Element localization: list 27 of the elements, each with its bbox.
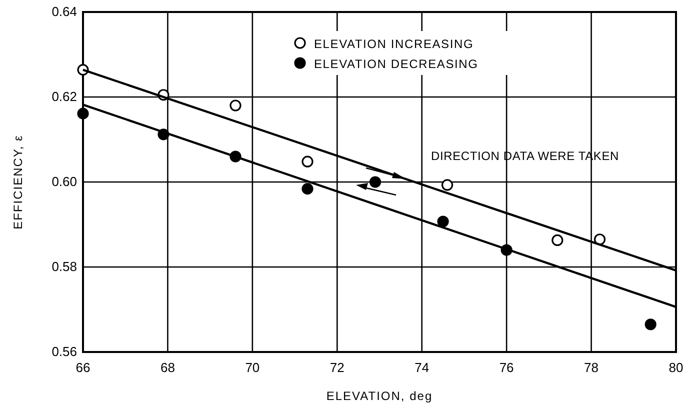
point [441,179,454,191]
point [594,234,606,246]
point [369,176,382,188]
x-tick-label: 66 [76,360,90,375]
point [230,100,242,112]
y-tick-label: 0.64 [52,4,77,19]
legend-label: ELEVATION DECREASING [314,57,478,71]
x-tick-label: 72 [330,360,344,375]
point [77,108,89,120]
y-tick-label: 0.62 [52,89,77,104]
legend-label: ELEVATION INCREASING [314,37,474,51]
y-tick-label: 0.58 [52,259,77,274]
point [644,318,656,330]
point [302,183,314,195]
y-axis-title: EFFICIENCY, ε [11,134,25,230]
y-tick-label: 0.56 [52,344,77,359]
point [437,216,449,228]
x-tick-label: 68 [160,360,175,375]
x-tick-label: 70 [245,360,260,375]
y-tick-label: 0.60 [52,174,77,189]
x-tick-label: 78 [584,360,599,375]
x-tick-label: 80 [668,360,684,375]
point [302,156,314,168]
x-tick-label: 76 [499,360,514,375]
x-tick-label: 74 [414,360,430,375]
point [552,234,564,246]
x-axis-title: ELEVATION, deg [326,389,433,403]
